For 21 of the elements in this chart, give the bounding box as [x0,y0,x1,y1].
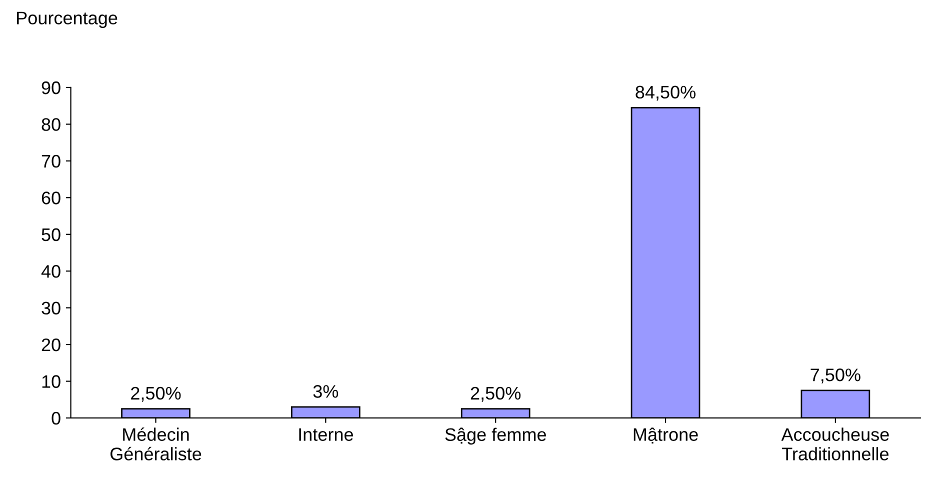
y-tick-label: 60 [42,192,60,204]
y-tick-label: 10 [42,375,60,388]
y-tick-label: 90 [42,81,60,94]
data-label: 2,50% [470,386,521,402]
data-label: 84,50% [636,86,696,101]
y-tick-label: 40 [41,265,60,278]
data-label: 3% [313,385,338,398]
y-tick-label: 30 [42,302,60,315]
x-tick-label: Interne [299,428,353,441]
data-label: 7,50% [810,368,860,384]
x-tick-label: Accoucheuse Traditionnelle [781,428,889,460]
y-tick-label: 20 [42,338,60,352]
x-tick-label: Médecin Généraliste [110,427,202,460]
y-tick-label: 70 [42,154,60,168]
y-axis-title: Pourcentage [17,12,118,28]
x-tick-label: Sậge femme [445,428,546,445]
y-tick-label: 50 [42,228,60,242]
y-tick-label: 80 [42,118,60,131]
x-tick-label: Mậtrone [634,428,698,444]
data-label: 2,50% [131,386,181,402]
y-tick-label: 0 [52,412,60,425]
